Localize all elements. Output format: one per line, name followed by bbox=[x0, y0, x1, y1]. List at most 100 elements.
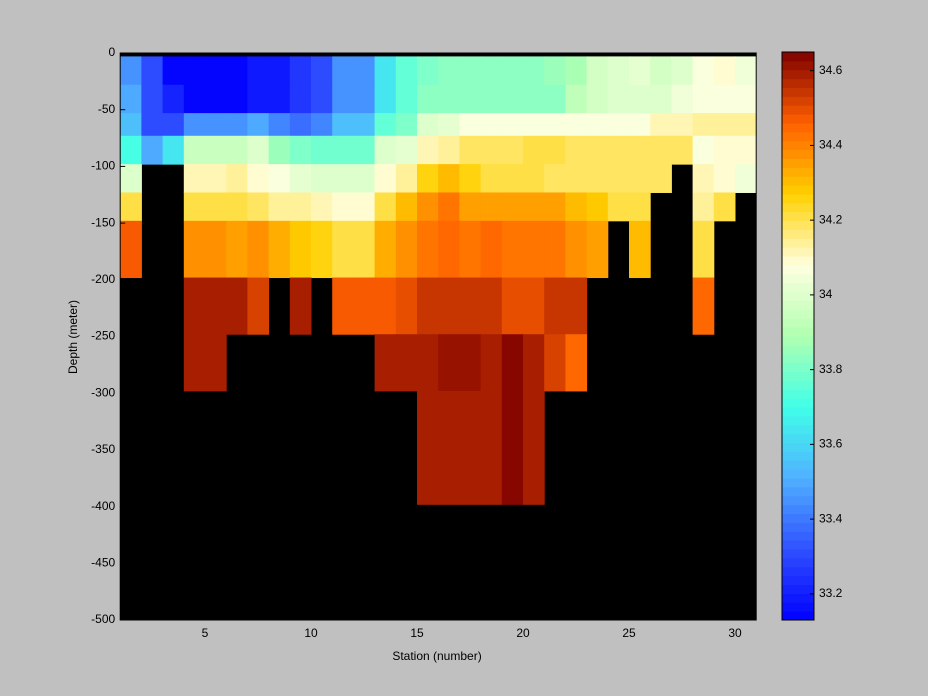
heatmap-cell bbox=[395, 277, 418, 335]
heatmap-cell bbox=[183, 113, 206, 137]
heatmap-cell bbox=[565, 220, 588, 279]
heatmap-cell bbox=[120, 84, 142, 114]
heatmap-cell bbox=[565, 277, 588, 335]
colorbar-tick-label: 33.8 bbox=[819, 362, 843, 376]
colorbar-tick-label: 34.6 bbox=[819, 63, 843, 77]
heatmap-cell bbox=[459, 113, 482, 137]
heatmap-cell bbox=[650, 113, 672, 137]
heatmap-cell bbox=[501, 334, 524, 392]
heatmap-cell bbox=[417, 220, 439, 279]
heatmap-cell bbox=[268, 135, 291, 165]
x-tick-label: 15 bbox=[410, 626, 424, 640]
heatmap-cell bbox=[544, 220, 566, 279]
heatmap-cell bbox=[374, 277, 397, 335]
colorbar-step bbox=[782, 353, 814, 364]
heatmap-cell bbox=[544, 277, 566, 335]
colorbar-step bbox=[782, 407, 814, 417]
colorbar-step bbox=[782, 442, 814, 452]
heatmap-cell bbox=[735, 56, 757, 86]
colorbar-step bbox=[782, 389, 814, 399]
heatmap-cell bbox=[459, 135, 482, 165]
heatmap-cell bbox=[289, 220, 312, 279]
heatmap-cell bbox=[183, 192, 206, 222]
y-tick-label: -150 bbox=[91, 215, 115, 229]
heatmap-cell bbox=[205, 113, 227, 137]
heatmap-cell bbox=[417, 135, 439, 165]
heatmap-cell bbox=[586, 56, 609, 86]
heatmap-cell bbox=[374, 164, 397, 193]
heatmap-cell bbox=[395, 164, 418, 193]
heatmap-cell bbox=[501, 277, 524, 335]
heatmap-cell bbox=[692, 277, 715, 335]
heatmap-cell bbox=[120, 135, 142, 165]
heatmap-cell bbox=[395, 220, 418, 279]
heatmap-cell bbox=[692, 135, 715, 165]
heatmap-cell bbox=[544, 56, 566, 86]
heatmap-cell bbox=[205, 84, 227, 114]
heatmap-cell bbox=[480, 277, 503, 335]
heatmap-cell bbox=[586, 135, 609, 165]
colorbar-step bbox=[782, 265, 814, 275]
heatmap-cell bbox=[501, 390, 524, 505]
colorbar-step bbox=[782, 513, 814, 523]
heatmap-cell bbox=[353, 220, 376, 279]
colorbar-step bbox=[782, 114, 814, 124]
heatmap-cell bbox=[247, 135, 270, 165]
colorbar-tick-label: 33.2 bbox=[819, 586, 843, 600]
heatmap-cell bbox=[374, 135, 397, 165]
colorbar-tick-label: 33.4 bbox=[819, 511, 843, 525]
heatmap-cell bbox=[162, 113, 185, 137]
heatmap-cell bbox=[268, 192, 291, 222]
heatmap-cell bbox=[480, 192, 503, 222]
heatmap-cell bbox=[205, 277, 227, 335]
heatmap-cell bbox=[395, 135, 418, 165]
heatmap-cell bbox=[480, 84, 503, 114]
colorbar-step bbox=[782, 140, 814, 151]
heatmap-cell bbox=[459, 164, 482, 193]
heatmap-cell bbox=[205, 192, 227, 222]
heatmap-cell bbox=[607, 164, 630, 193]
heatmap-cell bbox=[438, 56, 460, 86]
x-axis-label: Station (number) bbox=[392, 649, 481, 663]
heatmap-cell bbox=[607, 56, 630, 86]
heatmap-cell bbox=[183, 334, 206, 392]
heatmap-cell bbox=[353, 135, 376, 165]
heatmap-cell bbox=[650, 135, 672, 165]
colorbar-step bbox=[782, 371, 814, 381]
axes-frame bbox=[119, 52, 757, 621]
y-tick-label: 0 bbox=[109, 45, 116, 59]
heatmap-cell bbox=[374, 84, 397, 114]
heatmap-cell bbox=[120, 192, 142, 222]
heatmap-cell bbox=[565, 56, 588, 86]
heatmap-cell bbox=[523, 135, 545, 165]
heatmap-cell bbox=[183, 220, 206, 279]
heatmap-cell bbox=[374, 334, 397, 392]
y-tick-label: -350 bbox=[91, 442, 115, 456]
colorbar-step bbox=[782, 238, 814, 248]
heatmap-cell bbox=[205, 135, 227, 165]
heatmap-cell bbox=[629, 220, 651, 279]
heatmap-cell bbox=[523, 113, 545, 137]
colorbar-step bbox=[782, 415, 814, 426]
heatmap-cell bbox=[671, 135, 694, 165]
heatmap-cell bbox=[417, 164, 439, 193]
heatmap-cell bbox=[226, 84, 248, 114]
colorbar-step bbox=[782, 557, 814, 568]
heatmap-cell bbox=[650, 164, 672, 193]
heatmap-cell bbox=[629, 164, 651, 193]
heatmap-cell bbox=[183, 84, 206, 114]
heatmap-cell bbox=[438, 390, 460, 505]
colorbar-step bbox=[782, 211, 814, 222]
colorbar-step bbox=[782, 105, 814, 115]
colorbar-step bbox=[782, 273, 814, 284]
heatmap-cell bbox=[692, 164, 715, 193]
colorbar-step bbox=[782, 300, 814, 310]
y-tick-label: -250 bbox=[91, 329, 115, 343]
heatmap-cell bbox=[353, 192, 376, 222]
heatmap-cell bbox=[586, 113, 609, 137]
heatmap-cell bbox=[671, 56, 694, 86]
heatmap-cell bbox=[162, 84, 185, 114]
heatmap-cell bbox=[353, 277, 376, 335]
heatmap-cell bbox=[480, 135, 503, 165]
heatmap-cell bbox=[565, 113, 588, 137]
